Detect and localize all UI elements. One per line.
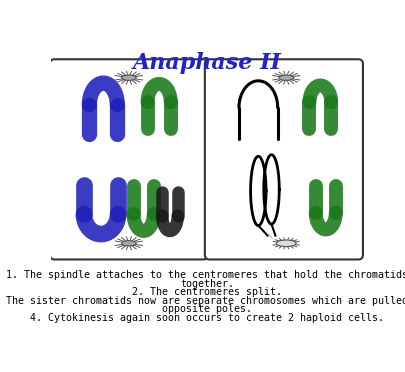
Ellipse shape [276, 240, 296, 247]
Text: 4. Cytokinesis again soon occurs to create 2 haploid cells.: 4. Cytokinesis again soon occurs to crea… [30, 312, 384, 323]
Ellipse shape [279, 75, 294, 80]
Text: 1. The spindle attaches to the centromeres that hold the chromatids: 1. The spindle attaches to the centromer… [6, 270, 405, 280]
Ellipse shape [122, 75, 136, 80]
Text: 3. The sister chromatids now are separate chromosomes which are pulled to: 3. The sister chromatids now are separat… [0, 296, 405, 306]
Text: together.: together. [180, 279, 234, 289]
Text: 2. The centromeres split.: 2. The centromeres split. [132, 287, 282, 297]
Text: Anaphase II: Anaphase II [133, 52, 281, 74]
FancyBboxPatch shape [50, 59, 208, 260]
Text: opposite poles.: opposite poles. [162, 304, 252, 314]
FancyBboxPatch shape [205, 59, 363, 260]
Ellipse shape [122, 241, 136, 246]
